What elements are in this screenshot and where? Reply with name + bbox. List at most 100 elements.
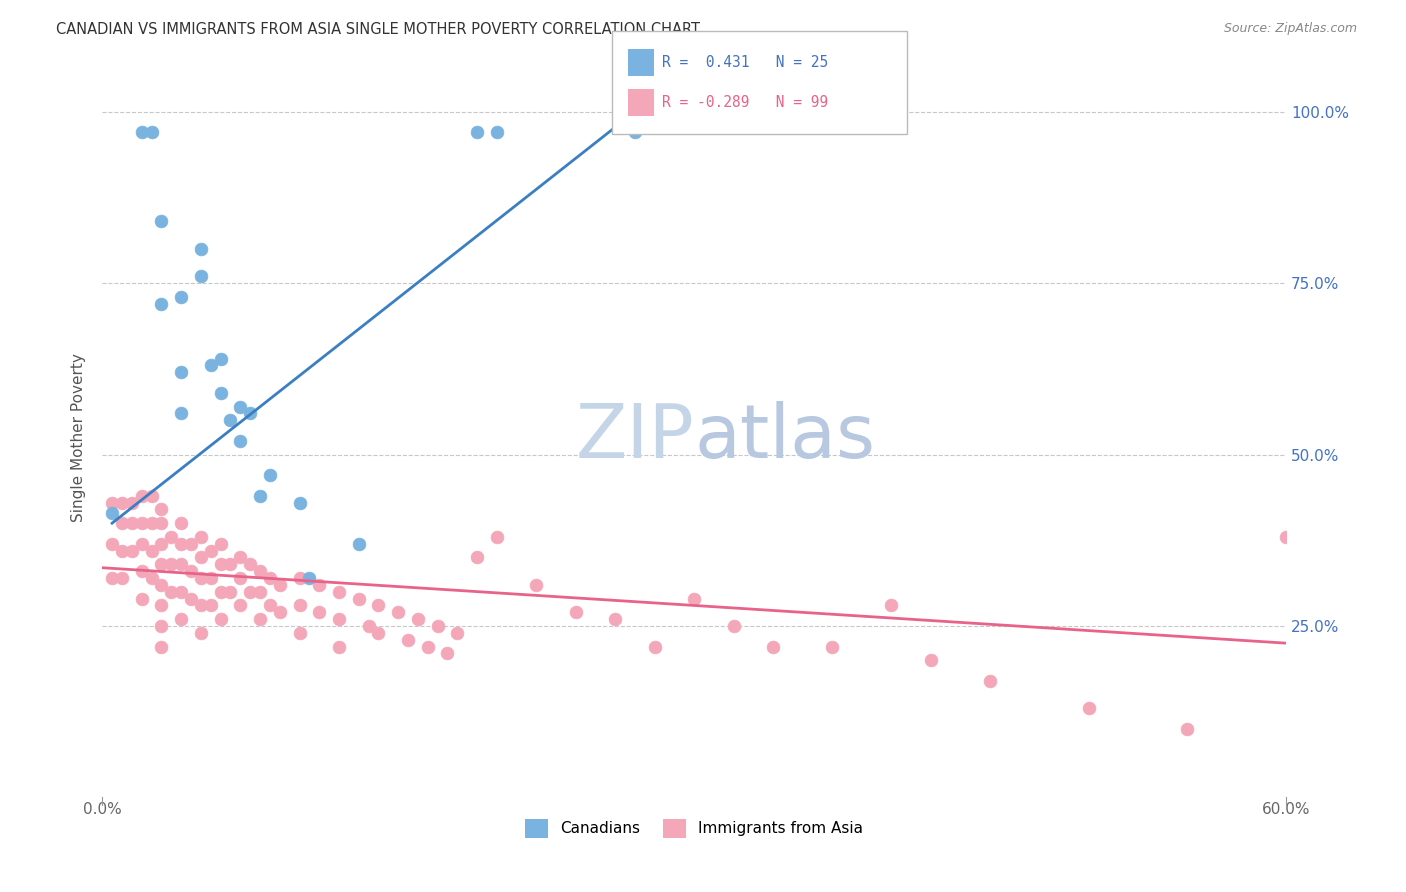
Immigrants from Asia [111,543,134,558]
Immigrants from Asia [328,612,350,626]
Immigrants from Asia [821,640,844,654]
Immigrants from Asia [150,619,173,633]
Immigrants from Asia [150,599,173,613]
Immigrants from Asia [524,578,547,592]
Immigrants from Asia [121,516,143,530]
Immigrants from Asia [288,599,311,613]
Immigrants from Asia [259,599,281,613]
Immigrants from Asia [150,516,173,530]
Immigrants from Asia [357,619,380,633]
Immigrants from Asia [288,571,311,585]
Immigrants from Asia [723,619,745,633]
Canadians [298,571,321,585]
Canadians [170,407,193,421]
Immigrants from Asia [308,578,330,592]
Immigrants from Asia [219,558,242,572]
Immigrants from Asia [229,599,252,613]
Immigrants from Asia [150,502,173,516]
Immigrants from Asia [200,571,222,585]
Immigrants from Asia [160,558,183,572]
Text: R = -0.289   N = 99: R = -0.289 N = 99 [662,95,828,111]
Immigrants from Asia [141,543,163,558]
Canadians [229,400,252,414]
Immigrants from Asia [190,625,212,640]
Immigrants from Asia [229,571,252,585]
Immigrants from Asia [644,640,666,654]
Immigrants from Asia [209,558,232,572]
Immigrants from Asia [190,599,212,613]
Immigrants from Asia [150,640,173,654]
Canadians [190,269,212,284]
Immigrants from Asia [219,584,242,599]
Immigrants from Asia [170,516,193,530]
Immigrants from Asia [160,584,183,599]
Immigrants from Asia [141,489,163,503]
Immigrants from Asia [436,647,458,661]
Immigrants from Asia [396,632,419,647]
Immigrants from Asia [880,599,903,613]
Canadians [150,214,173,228]
Immigrants from Asia [150,537,173,551]
Canadians [249,489,271,503]
Canadians [209,351,232,366]
Immigrants from Asia [249,584,271,599]
Immigrants from Asia [150,558,173,572]
Immigrants from Asia [239,584,262,599]
Immigrants from Asia [131,489,153,503]
Immigrants from Asia [229,550,252,565]
Immigrants from Asia [465,550,488,565]
Immigrants from Asia [209,584,232,599]
Immigrants from Asia [239,558,262,572]
Immigrants from Asia [131,516,153,530]
Immigrants from Asia [131,591,153,606]
Immigrants from Asia [762,640,785,654]
Y-axis label: Single Mother Poverty: Single Mother Poverty [72,353,86,522]
Immigrants from Asia [387,605,409,619]
Immigrants from Asia [269,578,291,592]
Immigrants from Asia [121,543,143,558]
Immigrants from Asia [141,516,163,530]
Immigrants from Asia [485,530,508,544]
Immigrants from Asia [209,612,232,626]
Immigrants from Asia [308,605,330,619]
Immigrants from Asia [1275,530,1298,544]
Canadians [170,290,193,304]
Canadians [347,537,370,551]
Canadians [200,359,222,373]
Canadians [465,125,488,139]
Immigrants from Asia [111,495,134,509]
Immigrants from Asia [150,578,173,592]
Immigrants from Asia [101,495,124,509]
Canadians [239,407,262,421]
Immigrants from Asia [170,612,193,626]
Canadians [131,125,153,139]
Immigrants from Asia [170,558,193,572]
Immigrants from Asia [190,530,212,544]
Immigrants from Asia [190,550,212,565]
Immigrants from Asia [180,537,202,551]
Immigrants from Asia [131,537,153,551]
Text: ZIP: ZIP [575,401,695,474]
Immigrants from Asia [328,584,350,599]
Canadians [219,413,242,427]
Immigrants from Asia [111,516,134,530]
Text: CANADIAN VS IMMIGRANTS FROM ASIA SINGLE MOTHER POVERTY CORRELATION CHART: CANADIAN VS IMMIGRANTS FROM ASIA SINGLE … [56,22,700,37]
Canadians [209,385,232,400]
Immigrants from Asia [160,530,183,544]
Immigrants from Asia [683,591,706,606]
Canadians [259,468,281,483]
Immigrants from Asia [200,599,222,613]
Immigrants from Asia [1077,701,1099,715]
Canadians [170,365,193,379]
Canadians [624,125,647,139]
Immigrants from Asia [979,673,1001,688]
Immigrants from Asia [259,571,281,585]
Immigrants from Asia [416,640,439,654]
Immigrants from Asia [249,564,271,578]
Immigrants from Asia [605,612,627,626]
Immigrants from Asia [426,619,449,633]
Immigrants from Asia [200,543,222,558]
Legend: Canadians, Immigrants from Asia: Canadians, Immigrants from Asia [519,813,869,844]
Canadians [190,242,212,256]
Immigrants from Asia [406,612,429,626]
